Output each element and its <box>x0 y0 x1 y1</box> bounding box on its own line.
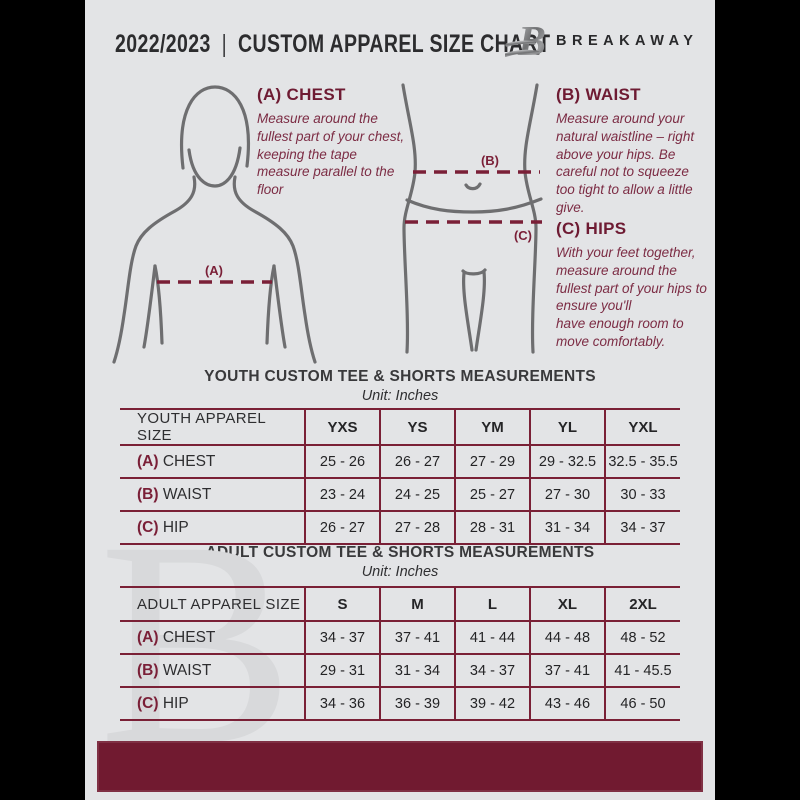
row-marker: (B) <box>137 485 159 503</box>
measurement-range: 34 - 37 <box>304 620 380 654</box>
hips-section-heading: (C) HIPS <box>556 219 627 238</box>
table-row: (C) HIP 34 - 36 36 - 39 39 - 42 43 - 46 … <box>120 686 680 721</box>
measurement-range: 27 - 29 <box>454 444 530 478</box>
hips-section-description: With your feet together, measure around … <box>556 245 707 350</box>
measurement-range: 46 - 50 <box>604 686 680 721</box>
size-column-header: YL <box>529 408 605 445</box>
measurement-range: 26 - 27 <box>304 510 380 545</box>
measurement-range: 48 - 52 <box>604 620 680 654</box>
size-column-header: YXL <box>604 408 680 445</box>
size-column-header: YM <box>454 408 530 445</box>
size-column-header: L <box>454 586 530 621</box>
measurement-range: 31 - 34 <box>529 510 605 545</box>
measurement-range: 24 - 25 <box>379 477 455 511</box>
adult-table-header-row: ADULT APPAREL SIZE S M L XL 2XL <box>120 586 680 621</box>
adult-size-column-label: ADULT APPAREL SIZE <box>120 586 305 621</box>
measurement-range: 37 - 41 <box>379 620 455 654</box>
measurement-range: 41 - 44 <box>454 620 530 654</box>
size-column-header: 2XL <box>604 586 680 621</box>
measurement-range: 37 - 41 <box>529 653 605 687</box>
measurement-range: 26 - 27 <box>379 444 455 478</box>
footer-accent-bar <box>97 741 703 792</box>
youth-table-unit: Unit: Inches <box>361 388 439 404</box>
measurement-range: 34 - 37 <box>604 510 680 545</box>
waist-marker-label: (B) <box>481 153 499 168</box>
adult-size-table: ADULT APPAREL SIZE S M L XL 2XL (A) CHES… <box>120 586 680 721</box>
row-marker: (C) <box>137 694 159 712</box>
measurement-range: 29 - 31 <box>304 653 380 687</box>
row-name: WAIST <box>162 661 212 679</box>
brand-name: BREAKAWAY <box>556 33 699 49</box>
title-divider: | <box>221 30 228 58</box>
row-name: CHEST <box>162 628 216 646</box>
row-marker: (B) <box>137 661 159 679</box>
measurement-range: 23 - 24 <box>304 477 380 511</box>
youth-size-table: YOUTH APPAREL SIZE YXS YS YM YL YXL (A) … <box>120 408 680 545</box>
chest-section-heading: (A) CHEST <box>257 85 346 104</box>
measurement-range: 44 - 48 <box>529 620 605 654</box>
measurement-range: 36 - 39 <box>379 686 455 721</box>
adult-table-unit: Unit: Inches <box>361 564 439 580</box>
measurement-range: 29 - 32.5 <box>529 444 605 478</box>
chest-section-description: Measure around the fullest part of your … <box>257 111 405 198</box>
season-label: 2022/2023 <box>115 30 211 58</box>
row-marker: (C) <box>137 518 159 536</box>
row-name: HIP <box>162 518 189 536</box>
breakaway-logo-icon: B <box>505 19 546 65</box>
table-row: (A) CHEST 25 - 26 26 - 27 27 - 29 29 - 3… <box>120 444 680 478</box>
measurement-range: 27 - 28 <box>379 510 455 545</box>
youth-size-column-label: YOUTH APPAREL SIZE <box>120 408 305 445</box>
table-row: (B) WAIST 29 - 31 31 - 34 34 - 37 37 - 4… <box>120 653 680 687</box>
measurement-range: 25 - 26 <box>304 444 380 478</box>
measurement-range: 25 - 27 <box>454 477 530 511</box>
table-row: (A) CHEST 34 - 37 37 - 41 41 - 44 44 - 4… <box>120 620 680 654</box>
row-marker: (A) <box>137 628 159 646</box>
measurement-range: 34 - 36 <box>304 686 380 721</box>
measurement-range: 34 - 37 <box>454 653 530 687</box>
measurement-range: 32.5 - 35.5 <box>604 444 680 478</box>
measurement-range: 28 - 31 <box>454 510 530 545</box>
measurement-range: 27 - 30 <box>529 477 605 511</box>
measurement-range: 41 - 45.5 <box>604 653 680 687</box>
size-column-header: YS <box>379 408 455 445</box>
measurement-row-label: (A) CHEST <box>120 444 305 478</box>
size-column-header: YXS <box>304 408 380 445</box>
size-chart-page: B 2022/2023 | CUSTOM APPAREL SIZE CHART B … <box>85 0 715 800</box>
measurement-row-label: (C) HIP <box>120 686 305 721</box>
measurement-range: 30 - 33 <box>604 477 680 511</box>
adult-table-title: ADULT CUSTOM TEE & SHORTS MEASUREMENTS <box>205 544 595 561</box>
measurement-range: 39 - 42 <box>454 686 530 721</box>
page-title: 2022/2023 | CUSTOM APPAREL SIZE CHART <box>115 30 550 59</box>
row-name: CHEST <box>162 452 216 470</box>
size-column-header: XL <box>529 586 605 621</box>
youth-table-header-row: YOUTH APPAREL SIZE YXS YS YM YL YXL <box>120 408 680 445</box>
measurement-range: 43 - 46 <box>529 686 605 721</box>
youth-table-title: YOUTH CUSTOM TEE & SHORTS MEASUREMENTS <box>204 368 596 385</box>
waist-section-heading: (B) WAIST <box>556 85 641 104</box>
row-name: HIP <box>162 694 189 712</box>
measurement-row-label: (C) HIP <box>120 510 305 545</box>
table-row: (C) HIP 26 - 27 27 - 28 28 - 31 31 - 34 … <box>120 510 680 545</box>
measurement-row-label: (B) WAIST <box>120 477 305 511</box>
measurement-row-label: (A) CHEST <box>120 620 305 654</box>
chest-marker-label: (A) <box>205 263 223 278</box>
chart-title: CUSTOM APPAREL SIZE CHART <box>237 30 551 58</box>
size-column-header: M <box>379 586 455 621</box>
upper-body-diagram: (A) <box>112 85 317 364</box>
hips-marker-label: (C) <box>514 228 532 243</box>
table-row: (B) WAIST 23 - 24 24 - 25 25 - 27 27 - 3… <box>120 477 680 511</box>
row-name: WAIST <box>162 485 212 503</box>
waist-section-description: Measure around your natural waistline – … <box>556 111 695 216</box>
measurement-range: 31 - 34 <box>379 653 455 687</box>
lower-body-diagram: (B) (C) <box>401 83 543 354</box>
row-marker: (A) <box>137 452 159 470</box>
measurement-row-label: (B) WAIST <box>120 653 305 687</box>
size-column-header: S <box>304 586 380 621</box>
